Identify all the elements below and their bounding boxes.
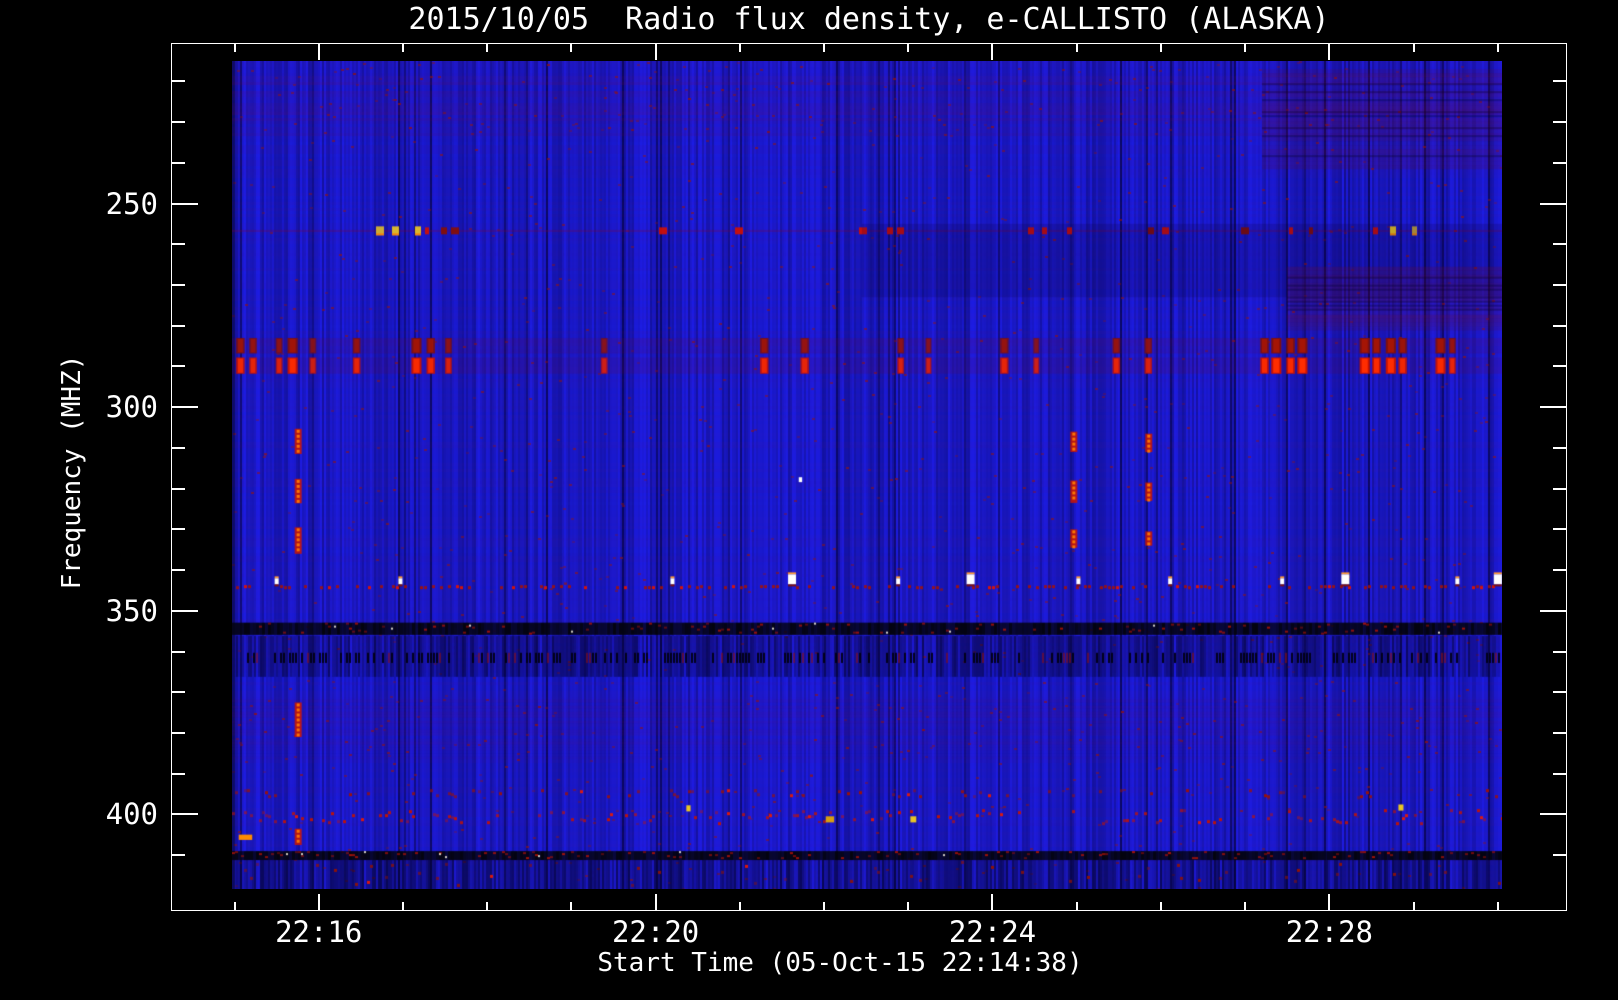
axis-tick bbox=[233, 902, 236, 910]
axis-tick bbox=[172, 772, 185, 775]
axis-tick bbox=[172, 365, 185, 368]
x-tick-label: 22:20 bbox=[611, 915, 700, 949]
x-tick-label: 22:16 bbox=[275, 915, 363, 949]
axis-tick bbox=[1244, 44, 1247, 52]
axis-tick bbox=[1328, 894, 1331, 910]
axis-tick bbox=[1075, 44, 1078, 52]
axis-tick bbox=[172, 487, 185, 490]
axis-tick bbox=[233, 44, 236, 52]
x-axis-label: Start Time (05-Oct-15 22:14:38) bbox=[597, 948, 1083, 978]
axis-tick bbox=[486, 44, 489, 52]
axis-tick bbox=[1244, 902, 1247, 910]
axis-tick bbox=[570, 902, 573, 910]
axis-tick bbox=[1553, 650, 1566, 653]
axis-tick bbox=[823, 902, 826, 910]
y-tick-label: 300 bbox=[105, 390, 158, 425]
axis-tick bbox=[1553, 161, 1566, 164]
y-axis-label: Frequency (MHZ) bbox=[57, 354, 87, 590]
axis-tick bbox=[172, 569, 185, 572]
spectrogram-canvas bbox=[232, 61, 1502, 889]
axis-tick bbox=[991, 894, 994, 910]
axis-tick bbox=[1412, 902, 1415, 910]
chart-title: 2015/10/05 Radio flux density, e-CALLIST… bbox=[408, 2, 1330, 37]
axis-tick bbox=[1540, 202, 1566, 205]
axis-tick bbox=[1553, 854, 1566, 857]
axis-tick bbox=[172, 243, 185, 246]
axis-tick bbox=[1553, 243, 1566, 246]
axis-tick bbox=[317, 44, 320, 60]
axis-tick bbox=[1553, 732, 1566, 734]
axis-tick bbox=[1553, 691, 1566, 694]
axis-tick bbox=[172, 284, 185, 286]
axis-tick bbox=[172, 691, 185, 694]
axis-tick bbox=[1553, 284, 1566, 286]
axis-tick bbox=[172, 324, 185, 327]
axis-tick bbox=[486, 902, 489, 910]
axis-tick bbox=[172, 406, 198, 409]
axis-tick bbox=[907, 44, 910, 52]
axis-tick bbox=[1075, 902, 1078, 910]
axis-tick bbox=[823, 44, 826, 52]
axis-tick bbox=[172, 813, 198, 816]
axis-tick bbox=[1540, 406, 1566, 409]
axis-tick bbox=[1553, 365, 1566, 368]
axis-tick bbox=[570, 44, 573, 52]
axis-tick bbox=[654, 894, 657, 910]
axis-tick bbox=[1328, 44, 1331, 60]
axis-tick bbox=[738, 902, 741, 910]
axis-tick bbox=[172, 161, 185, 164]
x-tick-label: 22:24 bbox=[948, 915, 1037, 949]
y-tick-label: 250 bbox=[105, 186, 158, 221]
axis-tick bbox=[172, 80, 185, 83]
y-tick-label: 400 bbox=[105, 797, 158, 832]
axis-tick bbox=[1553, 121, 1566, 124]
axis-tick bbox=[1540, 609, 1566, 612]
x-tick-label: 22:28 bbox=[1285, 915, 1373, 949]
axis-tick bbox=[172, 854, 185, 857]
axis-tick bbox=[172, 732, 185, 734]
axis-tick bbox=[317, 894, 320, 910]
plot-frame bbox=[171, 43, 1567, 911]
axis-tick bbox=[401, 44, 404, 52]
axis-tick bbox=[907, 902, 910, 910]
axis-tick bbox=[1412, 44, 1415, 52]
axis-tick bbox=[1159, 902, 1162, 910]
axis-tick bbox=[172, 650, 185, 653]
axis-tick bbox=[991, 44, 994, 60]
axis-tick bbox=[172, 446, 185, 449]
axis-tick bbox=[1496, 902, 1499, 910]
axis-tick bbox=[1553, 528, 1566, 531]
y-tick-label: 350 bbox=[105, 593, 158, 628]
axis-tick bbox=[172, 609, 198, 612]
axis-tick bbox=[1553, 80, 1566, 83]
axis-tick bbox=[1496, 44, 1499, 52]
axis-tick bbox=[1553, 569, 1566, 572]
axis-tick bbox=[1553, 772, 1566, 775]
axis-tick bbox=[1540, 813, 1566, 816]
axis-tick bbox=[172, 202, 198, 205]
axis-tick bbox=[654, 44, 657, 60]
axis-tick bbox=[172, 121, 185, 124]
axis-tick bbox=[1159, 44, 1162, 52]
axis-tick bbox=[401, 902, 404, 910]
axis-tick bbox=[1553, 324, 1566, 327]
axis-tick bbox=[738, 44, 741, 52]
axis-tick bbox=[1553, 487, 1566, 490]
axis-tick bbox=[1553, 446, 1566, 449]
axis-tick bbox=[172, 528, 185, 531]
